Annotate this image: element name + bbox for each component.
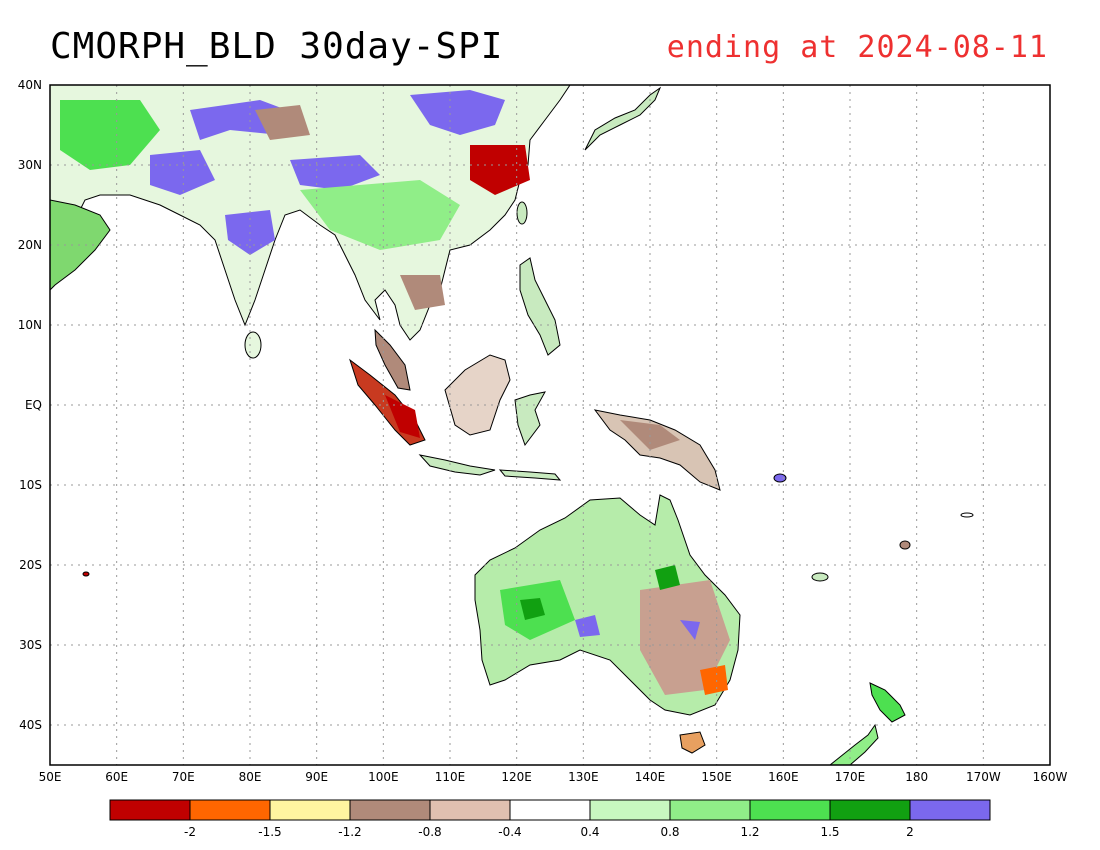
legend-label: -2 bbox=[184, 825, 196, 839]
sulawesi bbox=[514, 391, 546, 447]
lat-label: EQ bbox=[25, 398, 42, 412]
lon-label: 160W bbox=[1033, 770, 1068, 784]
lon-label: 100E bbox=[368, 770, 399, 784]
new-guinea bbox=[593, 409, 721, 491]
legend-swatch bbox=[669, 799, 751, 821]
lon-label: 80E bbox=[239, 770, 262, 784]
grid-lines bbox=[50, 85, 1050, 765]
map-subtitle: ending at 2024-08-11 bbox=[666, 30, 1048, 65]
lon-label: 130E bbox=[568, 770, 599, 784]
sri-lanka bbox=[244, 331, 262, 359]
map-title: CMORPH_BLD 30day-SPI bbox=[50, 26, 504, 67]
lat-label: 40N bbox=[18, 78, 42, 92]
legend-label: 1.2 bbox=[740, 825, 759, 839]
color-legend: -2 -1.5 -1.2 -0.8 -0.4 0.4 0.8 1.2 1.5 2 bbox=[109, 799, 991, 839]
pacific-island bbox=[82, 571, 90, 577]
pacific-island bbox=[773, 473, 787, 483]
taiwan bbox=[516, 201, 528, 225]
legend-swatch bbox=[349, 799, 431, 821]
legend-swatch bbox=[429, 799, 511, 821]
lat-label: 10S bbox=[19, 478, 42, 492]
map-frame bbox=[49, 84, 1051, 766]
longitude-labels: 50E 60E 70E 80E 90E 100E 110E 120E 130E 140E 150E 1… bbox=[39, 770, 1068, 784]
legend-swatch bbox=[509, 799, 591, 821]
legend-label: 1.5 bbox=[820, 825, 839, 839]
lat-label: 30S bbox=[19, 638, 42, 652]
lon-label: 70E bbox=[172, 770, 195, 784]
lon-label: 150E bbox=[701, 770, 732, 784]
philippines bbox=[519, 257, 561, 356]
legend-swatch bbox=[109, 799, 191, 821]
new-zealand-south bbox=[829, 723, 879, 765]
lon-label: 110E bbox=[435, 770, 466, 784]
pacific-island bbox=[899, 540, 911, 550]
legend-swatch bbox=[269, 799, 351, 821]
lon-label: 170E bbox=[835, 770, 866, 784]
legend-label: -1.5 bbox=[258, 825, 281, 839]
spi-patches bbox=[60, 90, 730, 695]
new-zealand-north bbox=[869, 682, 906, 723]
java bbox=[418, 454, 496, 476]
legend-swatch bbox=[749, 799, 831, 821]
legend-label: 2 bbox=[906, 825, 914, 839]
lat-label: 40S bbox=[19, 718, 42, 732]
lon-label: 50E bbox=[39, 770, 62, 784]
legend-label: -0.4 bbox=[498, 825, 521, 839]
legend-swatch bbox=[829, 799, 911, 821]
lon-label: 60E bbox=[105, 770, 128, 784]
latitude-labels: 40N 30N 20N 10N EQ 10S 20S 30S 40S bbox=[18, 78, 42, 732]
japan-landmass bbox=[584, 86, 662, 151]
legend-label: 0.8 bbox=[660, 825, 679, 839]
lon-label: 140E bbox=[635, 770, 666, 784]
legend-label: 0.4 bbox=[580, 825, 599, 839]
lat-label: 30N bbox=[18, 158, 42, 172]
lat-label: 20S bbox=[19, 558, 42, 572]
legend-label: -0.8 bbox=[418, 825, 441, 839]
pacific-island bbox=[960, 512, 974, 518]
lon-label: 90E bbox=[305, 770, 328, 784]
legend-swatch bbox=[909, 799, 991, 821]
borneo bbox=[444, 354, 511, 436]
lat-label: 10N bbox=[18, 318, 42, 332]
legend-swatch bbox=[589, 799, 671, 821]
legend-swatch bbox=[189, 799, 271, 821]
lon-label: 120E bbox=[501, 770, 532, 784]
legend-label: -1.2 bbox=[338, 825, 361, 839]
lon-label: 160E bbox=[768, 770, 799, 784]
pacific-island bbox=[811, 572, 829, 582]
malay-peninsula bbox=[374, 328, 411, 391]
lesser-sunda bbox=[498, 469, 562, 481]
lat-label: 20N bbox=[18, 238, 42, 252]
lon-label: 170W bbox=[966, 770, 1001, 784]
tasmania bbox=[679, 731, 706, 754]
lon-label: 180 bbox=[905, 770, 928, 784]
